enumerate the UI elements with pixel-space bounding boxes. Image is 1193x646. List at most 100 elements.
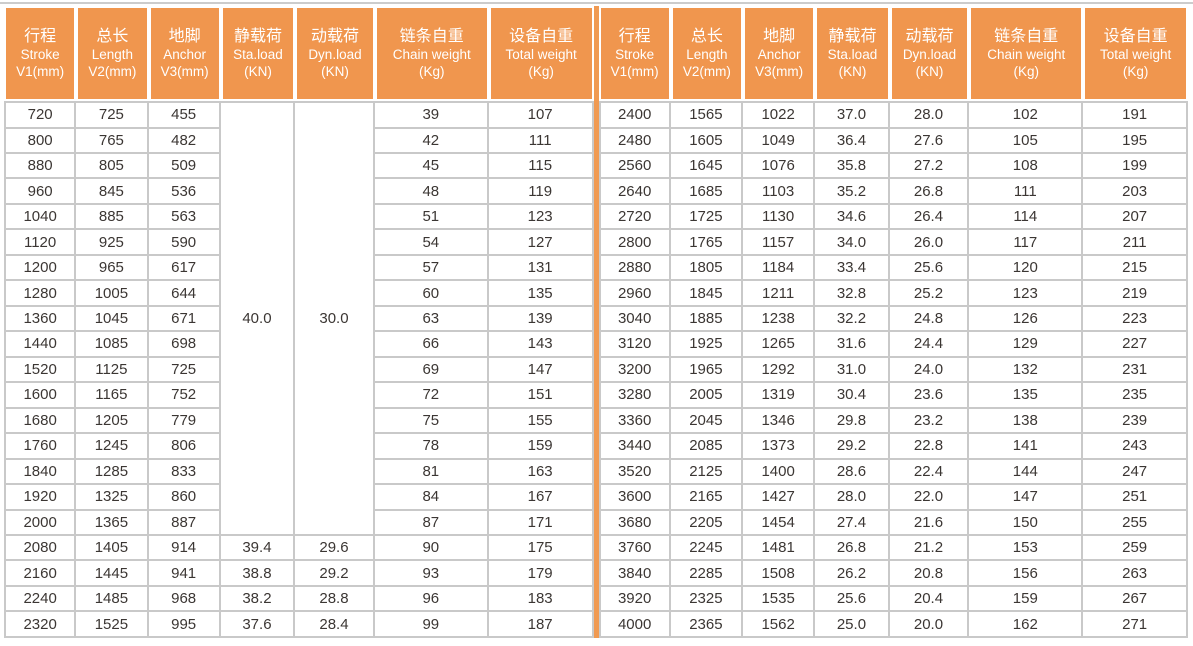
cell-chain-weight: 123	[969, 281, 1084, 307]
cell-length: 2245	[670, 536, 743, 562]
table-row: 2880 1805 1184 33.4 25.6 120 215	[598, 255, 1188, 282]
cell-total-weight: 251	[1083, 485, 1188, 511]
cell-length: 1965	[670, 357, 743, 384]
cell-length: 1685	[670, 179, 743, 205]
cell-length: 1405	[76, 536, 149, 562]
header-sta-load-unit: (KN)	[244, 64, 272, 80]
table-row: 1440 1085 698 66 143	[4, 332, 594, 358]
cell-sta-load: 28.0	[815, 485, 890, 511]
header-total-weight-unit: (Kg)	[528, 64, 554, 80]
cell-anchor: 698	[148, 332, 221, 358]
table-row: 3840 2285 1508 26.2 20.8 156 263	[598, 561, 1188, 587]
cell-stroke: 1120	[4, 230, 77, 256]
cell-chain-weight: 129	[969, 332, 1084, 358]
cell-anchor: 1157	[743, 230, 816, 256]
cell-sta-load: 28.6	[815, 459, 890, 486]
table-row: 2960 1845 1211 32.8 25.2 123 219	[598, 281, 1188, 307]
header-sta-load: 静载荷 Sta.load (KN)	[220, 6, 296, 101]
cell-total-weight: 195	[1083, 128, 1188, 154]
table-row: 1280 1005 644 60 135	[4, 281, 594, 307]
table-row: 2800 1765 1157 34.0 26.0 117 211	[598, 230, 1188, 256]
cell-sta-load: 30.4	[815, 383, 890, 409]
cell-sta-load: 37.0	[815, 101, 890, 129]
cell-chain-weight: 156	[969, 561, 1084, 587]
cell-anchor: 1130	[743, 204, 816, 231]
cell-length: 765	[76, 128, 149, 154]
cell-stroke: 3680	[598, 510, 671, 536]
cell-sta-load: 38.2	[220, 586, 296, 613]
cell-length: 1925	[670, 332, 743, 358]
cell-anchor: 833	[148, 459, 221, 486]
cell-total-weight: 207	[1083, 204, 1188, 231]
header-length: 总长 Length V2(mm)	[670, 6, 743, 101]
cell-chain-weight: 81	[374, 459, 489, 486]
cell-total-weight: 247	[1083, 459, 1188, 486]
cell-chain-weight: 153	[969, 536, 1084, 562]
header-dyn-load-zh: 动载荷	[905, 27, 954, 45]
cell-total-weight: 111	[488, 128, 594, 154]
header-length-zh: 总长	[690, 27, 723, 45]
cell-sta-load: 31.6	[815, 332, 890, 358]
cell-length: 2045	[670, 408, 743, 435]
table-row: 1840 1285 833 81 163	[4, 459, 594, 486]
cell-chain-weight: 39	[374, 101, 489, 129]
cell-stroke: 4000	[598, 612, 671, 638]
cell-total-weight: 227	[1083, 332, 1188, 358]
cell-length: 1805	[670, 255, 743, 282]
cell-chain-weight: 141	[969, 434, 1084, 460]
cell-length: 1045	[76, 306, 149, 333]
header-row: 行程 Stroke V1(mm) 总长 Length V2(mm) 地脚 Anchor V3(m…	[598, 6, 1188, 101]
cell-anchor: 509	[148, 153, 221, 180]
header-dyn-load: 动载荷 Dyn.load (KN)	[889, 6, 970, 101]
cell-dyn-load: 23.6	[889, 383, 970, 409]
header-stroke-unit: V1(mm)	[610, 64, 659, 80]
cell-sta-load: 32.2	[815, 306, 890, 333]
table-row: 3760 2245 1481 26.8 21.2 153 259	[598, 536, 1188, 562]
header-chain-weight-unit: (Kg)	[419, 64, 445, 80]
cell-anchor: 1481	[743, 536, 816, 562]
header-length-unit: V2(mm)	[88, 64, 137, 80]
cell-length: 2085	[670, 434, 743, 460]
cell-chain-weight: 117	[969, 230, 1084, 256]
header-chain-weight-zh: 链条自重	[399, 27, 464, 45]
header-total-weight-zh: 设备自重	[1103, 27, 1168, 45]
cell-length: 1485	[76, 586, 149, 613]
cell-length: 1885	[670, 306, 743, 333]
spec-table-left: 行程 Stroke V1(mm) 总长 Length V2(mm) 地脚 Anchor V3(m…	[4, 6, 594, 638]
cell-dyn-load: 24.4	[889, 332, 970, 358]
cell-dyn-load: 22.8	[889, 434, 970, 460]
cell-length: 2205	[670, 510, 743, 536]
table-row: 3520 2125 1400 28.6 22.4 144 247	[598, 459, 1188, 486]
cell-chain-weight: 60	[374, 281, 489, 307]
cell-total-weight: 187	[488, 612, 594, 638]
cell-stroke: 3760	[598, 536, 671, 562]
cell-chain-weight: 138	[969, 408, 1084, 435]
cell-total-weight: 255	[1083, 510, 1188, 536]
header-dyn-load-unit: (KN)	[321, 64, 349, 80]
cell-stroke: 1040	[4, 204, 77, 231]
cell-stroke: 2720	[598, 204, 671, 231]
cell-sta-load: 35.8	[815, 153, 890, 180]
cell-chain-weight: 66	[374, 332, 489, 358]
cell-stroke: 2160	[4, 561, 77, 587]
table-row: 2560 1645 1076 35.8 27.2 108 199	[598, 153, 1188, 180]
cell-sta-load: 31.0	[815, 357, 890, 384]
cell-length: 1365	[76, 510, 149, 536]
cell-length: 925	[76, 230, 149, 256]
header-length: 总长 Length V2(mm)	[76, 6, 149, 101]
table-row: 3120 1925 1265 31.6 24.4 129 227	[598, 332, 1188, 358]
cell-chain-weight: 108	[969, 153, 1084, 180]
cell-sta-load: 38.8	[220, 561, 296, 587]
cell-total-weight: 267	[1083, 586, 1188, 613]
table-row: 3280 2005 1319 30.4 23.6 135 235	[598, 383, 1188, 409]
cell-dyn-load: 20.8	[889, 561, 970, 587]
header-anchor-en: Anchor	[163, 47, 207, 63]
cell-length: 965	[76, 255, 149, 282]
cell-chain-weight: 102	[969, 101, 1084, 129]
cell-total-weight: 155	[488, 408, 594, 435]
cell-length: 1205	[76, 408, 149, 435]
cell-stroke: 3200	[598, 357, 671, 384]
cell-total-weight: 231	[1083, 357, 1188, 384]
cell-anchor: 725	[148, 357, 221, 384]
cell-anchor: 644	[148, 281, 221, 307]
